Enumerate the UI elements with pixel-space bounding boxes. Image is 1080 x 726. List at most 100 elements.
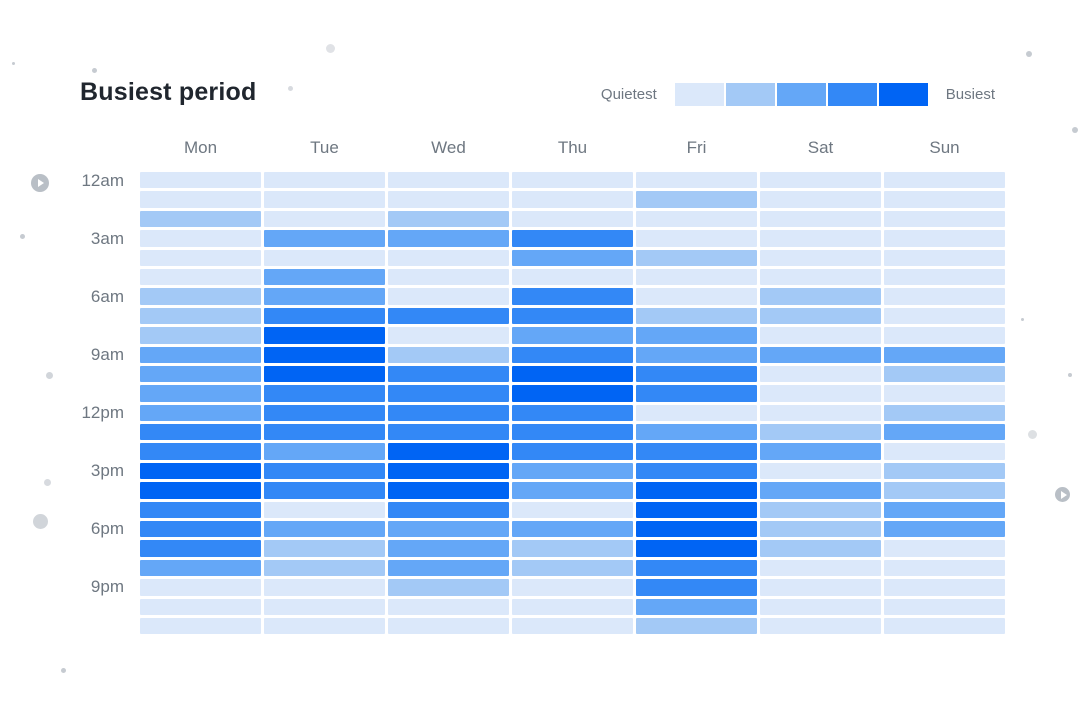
decorative-dot	[1072, 127, 1078, 133]
heatmap-cell-tue-h17	[264, 501, 385, 519]
heatmap-cell-sun-h7	[884, 307, 1005, 325]
heatmap-cell-sat-h10	[760, 365, 881, 383]
heatmap-cell-sat-h4	[760, 249, 881, 266]
legend-swatch-level-3	[776, 83, 826, 106]
heatmap-cell-thu-h12	[512, 404, 633, 422]
heatmap-cell-sat-h8	[760, 327, 881, 344]
heatmap-cell-thu-h5	[512, 268, 633, 286]
heatmap-cell-wed-h10	[388, 365, 509, 383]
heatmap-cell-sat-h0	[760, 172, 881, 189]
heatmap-cell-mon-h20	[140, 559, 261, 577]
heatmap-cell-tue-h3	[264, 230, 385, 247]
heatmap-cell-wed-h11	[388, 385, 509, 402]
heatmap-cell-tue-h8	[264, 327, 385, 344]
heatmap-cell-mon-h5	[140, 268, 261, 286]
heatmap-cell-sat-h11	[760, 385, 881, 402]
heatmap-cell-sun-h22	[884, 598, 1005, 615]
heatmap-cell-tue-h22	[264, 598, 385, 615]
heatmap-cell-wed-h20	[388, 559, 509, 577]
heatmap-cell-tue-h20	[264, 559, 385, 577]
heatmap-cell-mon-h19	[140, 540, 261, 557]
decorative-dot	[1028, 430, 1037, 439]
heatmap-cell-sat-h12	[760, 404, 881, 422]
heatmap-cell-sun-h15	[884, 462, 1005, 480]
heatmap-cell-tue-h14	[264, 443, 385, 460]
heatmap-cell-sun-h19	[884, 540, 1005, 557]
heatmap-grid	[140, 172, 1005, 635]
heatmap-cell-thu-h23	[512, 617, 633, 635]
play-triangle-icon	[1060, 490, 1067, 499]
heatmap-cell-sat-h2	[760, 210, 881, 228]
heatmap-cell-tue-h15	[264, 462, 385, 480]
heatmap-cell-mon-h1	[140, 191, 261, 208]
heatmap-cell-mon-h18	[140, 521, 261, 538]
heatmap-cell-thu-h17	[512, 501, 633, 519]
heatmap-cell-sun-h13	[884, 424, 1005, 441]
heatmap-cell-thu-h10	[512, 365, 633, 383]
heatmap-cell-sun-h6	[884, 288, 1005, 305]
heatmap-cell-mon-h17	[140, 501, 261, 519]
decorative-dot	[61, 668, 66, 673]
play-badge-icon	[31, 174, 49, 192]
heatmap-cell-mon-h11	[140, 385, 261, 402]
heatmap-cell-wed-h21	[388, 579, 509, 596]
heatmap-cell-tue-h6	[264, 288, 385, 305]
heatmap-cell-mon-h13	[140, 424, 261, 441]
heatmap-cell-sun-h14	[884, 443, 1005, 460]
heatmap-cell-sat-h21	[760, 579, 881, 596]
legend-swatch-level-2	[725, 83, 775, 106]
heatmap-cell-wed-h23	[388, 617, 509, 635]
heatmap-cell-mon-h10	[140, 365, 261, 383]
play-triangle-icon	[38, 179, 44, 187]
legend-swatch-level-1	[674, 83, 724, 106]
heatmap-cell-sun-h18	[884, 521, 1005, 538]
heatmap-cell-mon-h8	[140, 327, 261, 344]
heatmap-cell-thu-h14	[512, 443, 633, 460]
heatmap-cell-thu-h22	[512, 598, 633, 615]
heatmap-cell-mon-h14	[140, 443, 261, 460]
heatmap-cell-tue-h21	[264, 579, 385, 596]
legend-swatches	[674, 83, 928, 106]
decorative-dot	[44, 479, 51, 486]
heatmap-cell-tue-h19	[264, 540, 385, 557]
heatmap-cell-sun-h9	[884, 346, 1005, 363]
heatmap-cell-fri-h16	[636, 482, 757, 499]
heatmap-cell-sat-h7	[760, 307, 881, 325]
decorative-dot	[288, 86, 293, 91]
legend-busiest-label: Busiest	[945, 86, 995, 103]
heatmap-cell-sun-h23	[884, 617, 1005, 635]
heatmap-cell-mon-h15	[140, 462, 261, 480]
day-label-mon: Mon	[183, 138, 218, 157]
decorative-dot	[46, 372, 53, 379]
heatmap-cell-fri-h4	[636, 249, 757, 266]
legend-quietest-label: Quietest	[600, 86, 657, 103]
heatmap-cell-sun-h2	[884, 210, 1005, 228]
heatmap-cell-mon-h3	[140, 230, 261, 247]
time-label-6am: 6am	[90, 287, 124, 306]
heatmap-cell-sat-h22	[760, 598, 881, 615]
heatmap-cell-sat-h14	[760, 443, 881, 460]
heatmap-cell-fri-h11	[636, 385, 757, 402]
heatmap-cell-fri-h18	[636, 521, 757, 538]
heatmap-cell-sat-h1	[760, 191, 881, 208]
heatmap-cell-sat-h13	[760, 424, 881, 441]
heatmap-cell-tue-h1	[264, 191, 385, 208]
heatmap-cell-thu-h1	[512, 191, 633, 208]
heatmap-cell-fri-h7	[636, 307, 757, 325]
heatmap-cell-fri-h19	[636, 540, 757, 557]
heatmap-cell-sun-h16	[884, 482, 1005, 499]
heatmap-cell-sun-h8	[884, 327, 1005, 344]
heatmap-cell-tue-h10	[264, 365, 385, 383]
heatmap-cell-mon-h23	[140, 617, 261, 635]
heatmap-cell-wed-h22	[388, 598, 509, 615]
heatmap-cell-sat-h16	[760, 482, 881, 499]
heatmap-cell-mon-h2	[140, 210, 261, 228]
heatmap-cell-sat-h23	[760, 617, 881, 635]
heatmap-cell-sun-h20	[884, 559, 1005, 577]
heatmap-cell-tue-h23	[264, 617, 385, 635]
time-label-3am: 3am	[90, 229, 124, 248]
heatmap-cell-fri-h2	[636, 210, 757, 228]
heatmap-cell-mon-h0	[140, 172, 261, 189]
heatmap-cell-fri-h8	[636, 327, 757, 344]
